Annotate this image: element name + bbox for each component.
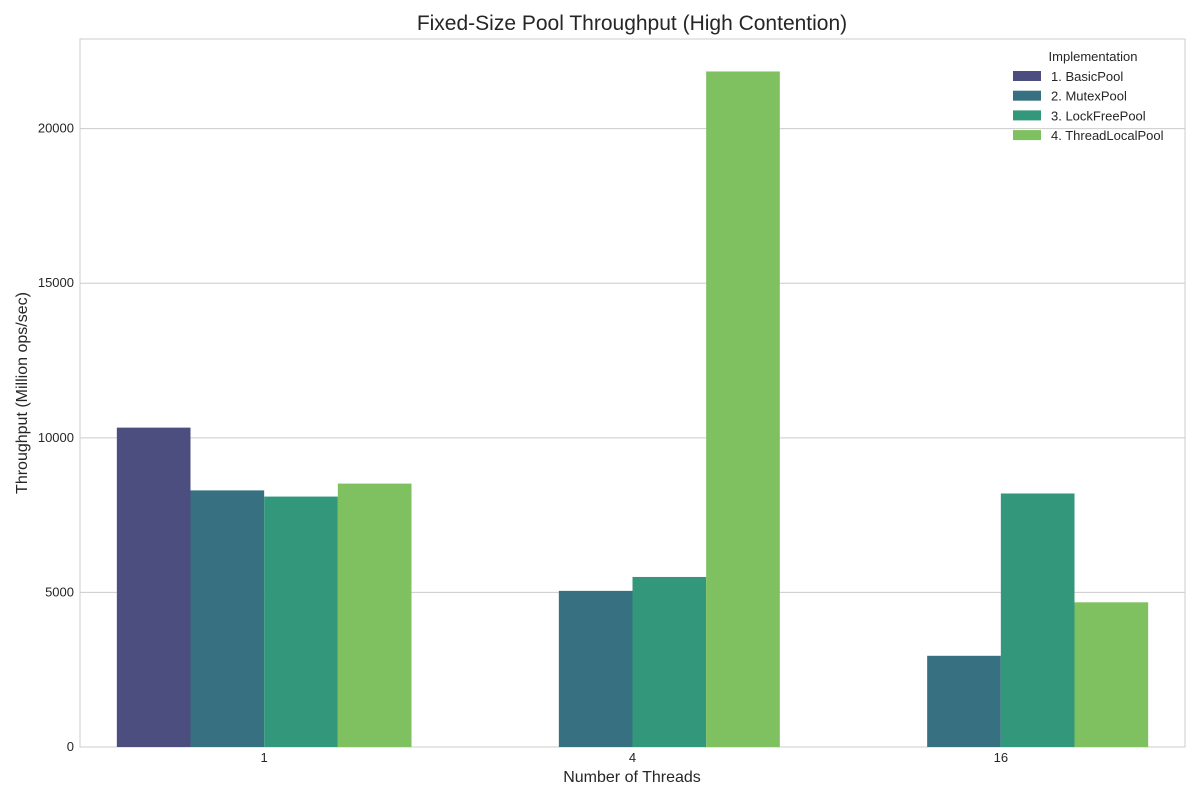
y-tick-label: 20000 (38, 121, 74, 136)
bar-mutexpool-4-threads (558, 590, 633, 747)
legend: Implementation 1. BasicPool 2. MutexPool 3… (1013, 49, 1164, 143)
y-tick-label: 0 (67, 739, 74, 754)
y-tick-label: 10000 (38, 430, 74, 445)
bar-threadlocalpool-1-threads (337, 483, 412, 747)
legend-label: 2. MutexPool (1051, 89, 1127, 104)
x-axis-label: Number of Threads (563, 769, 701, 786)
bar-lockfreepool-4-threads (632, 576, 707, 747)
bar-lockfreepool-16-threads (1000, 493, 1075, 747)
y-tick-label: 15000 (38, 275, 74, 290)
legend-swatch (1013, 71, 1041, 81)
x-tick-label: 4 (629, 750, 636, 765)
legend-label: 3. LockFreePool (1051, 108, 1146, 123)
x-tick-labels: 1 4 16 (261, 750, 1009, 765)
legend-title: Implementation (1049, 49, 1138, 64)
x-tick-label: 1 (261, 750, 268, 765)
bar-lockfreepool-1-threads (264, 496, 338, 747)
y-axis-label: Throughput (Million ops/sec) (14, 292, 31, 494)
bar-mutexpool-1-threads (190, 490, 265, 747)
legend-swatch (1013, 110, 1041, 121)
bar-threadlocalpool-4-threads (706, 71, 780, 747)
legend-swatch (1013, 90, 1041, 101)
legend-swatch (1013, 130, 1041, 141)
y-tick-labels: 0 5000 10000 15000 20000 (38, 121, 74, 754)
legend-label: 4. ThreadLocalPool (1051, 128, 1164, 143)
bar-mutexpool-16-threads (927, 655, 1001, 747)
chart-title: Fixed-Size Pool Throughput (High Content… (417, 12, 847, 35)
legend-items: 1. BasicPool 2. MutexPool 3. LockFreePool 4… (1013, 69, 1164, 143)
bars (116, 71, 1149, 747)
legend-label: 1. BasicPool (1051, 69, 1123, 84)
bar-basicpool-1-threads (116, 427, 191, 747)
bar-threadlocalpool-16-threads (1074, 602, 1149, 747)
y-tick-label: 5000 (45, 584, 74, 599)
x-tick-label: 16 (994, 750, 1008, 765)
